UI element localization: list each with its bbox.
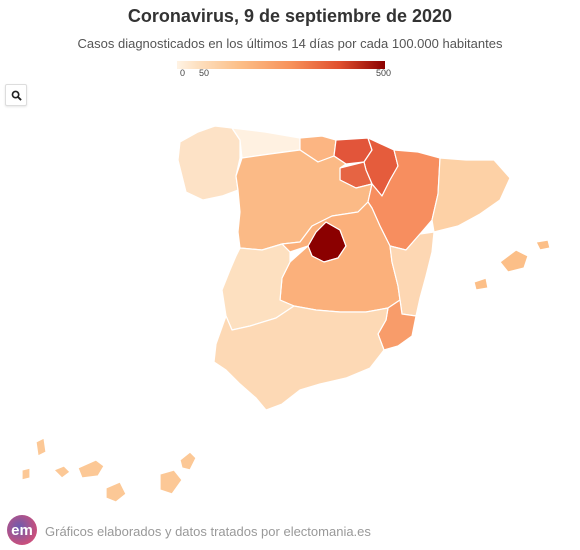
region-galicia[interactable]: Galicia bbox=[177, 125, 241, 201]
legend-color-scale bbox=[177, 61, 385, 69]
legend-min-label: 0 bbox=[180, 68, 186, 78]
region-andalucia[interactable]: Andalucía bbox=[213, 305, 389, 411]
region-canarias[interactable]: Canarias bbox=[21, 437, 197, 503]
page-title: Coronavirus, 9 de septiembre de 2020 bbox=[127, 6, 453, 26]
search-button[interactable] bbox=[5, 84, 27, 106]
page-subtitle: Casos diagnosticados en los últimos 14 d… bbox=[77, 36, 503, 51]
region-islas-baleares[interactable]: Islas Baleares bbox=[473, 239, 551, 291]
electomania-logo: em bbox=[7, 515, 37, 545]
footer-credit: Gráficos elaborados y datos tratados por… bbox=[45, 524, 371, 539]
logo-text: em bbox=[11, 521, 33, 539]
search-icon bbox=[11, 90, 22, 101]
legend-mid-label: 50 bbox=[199, 68, 210, 78]
legend-max-label: 500 bbox=[376, 68, 392, 78]
region-cataluna[interactable]: Cataluña bbox=[431, 157, 511, 233]
